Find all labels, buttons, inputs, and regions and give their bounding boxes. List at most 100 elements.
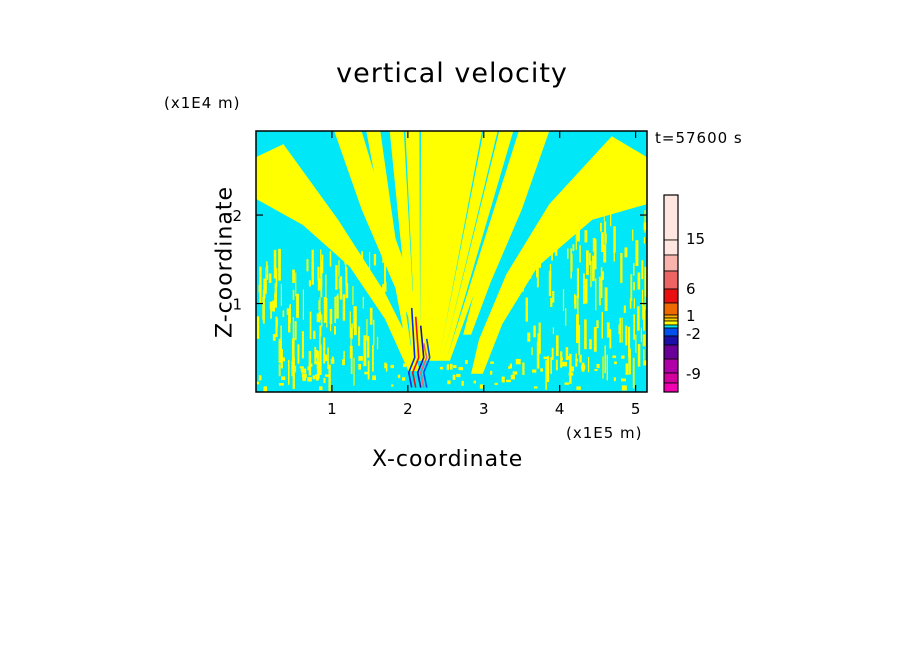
wave-band-central	[405, 131, 421, 361]
noise-streak	[317, 266, 320, 281]
surface-noise	[506, 379, 511, 383]
surface-noise	[302, 375, 307, 381]
noise-streak	[635, 240, 639, 266]
noise-streak	[637, 272, 641, 290]
wave-band-central	[434, 131, 482, 361]
noise-streak	[278, 248, 281, 281]
surface-noise	[312, 375, 316, 380]
surface-noise	[596, 364, 600, 369]
noise-streak	[351, 323, 353, 339]
surface-noise	[613, 377, 616, 382]
surface-noise	[397, 374, 401, 379]
noise-streak	[550, 357, 552, 374]
colorbar-label: 15	[686, 230, 705, 248]
colorbar-swatch	[663, 372, 679, 384]
noise-streak	[323, 297, 327, 323]
noise-streak	[628, 326, 631, 357]
surface-noise	[566, 356, 571, 360]
noise-streak	[644, 281, 646, 310]
noise-streak	[523, 247, 525, 263]
chart-title: vertical velocity	[336, 58, 568, 89]
noise-streak	[366, 269, 369, 287]
colorbar-label: -9	[686, 365, 701, 383]
wave-band-right-outer	[471, 136, 647, 374]
colorbar-swatch	[663, 302, 679, 316]
colorbar-swatch	[663, 335, 679, 346]
colorbar-swatch	[663, 194, 679, 241]
noise-streak	[637, 344, 641, 367]
noise-streak	[294, 321, 297, 340]
noise-streak	[637, 306, 640, 331]
noise-streak	[548, 270, 552, 297]
y-axis-multiplier: (x1E4 m)	[164, 94, 241, 112]
noise-streak	[556, 216, 560, 236]
x-axis-ticks: 1 2 3 4 5	[327, 131, 640, 418]
convection-plume	[422, 338, 431, 388]
noise-streak	[353, 306, 357, 336]
noise-streak	[620, 253, 623, 283]
surface-noise	[447, 380, 451, 385]
noise-streak	[596, 320, 599, 328]
noise-streak	[601, 271, 604, 280]
noise-streak	[318, 300, 321, 311]
noise-streak	[606, 354, 608, 381]
noise-streak	[288, 359, 290, 385]
noise-streak	[349, 345, 353, 359]
noise-streak	[618, 324, 621, 335]
noise-streak	[584, 319, 587, 350]
surface-noise	[330, 359, 335, 364]
noise-streak	[524, 262, 526, 283]
convection-plume	[419, 343, 428, 388]
noise-streak	[315, 349, 318, 359]
noise-streak	[625, 363, 629, 375]
surface-noise	[465, 360, 468, 364]
noise-streak	[270, 306, 272, 319]
colorbar-frame	[663, 194, 679, 393]
y-tick-label: 1	[232, 296, 242, 314]
surface-noise	[314, 361, 317, 365]
noise-streak	[343, 351, 345, 361]
noise-streak	[603, 210, 605, 222]
wave-band-central	[366, 131, 413, 361]
surface-noise	[478, 361, 481, 365]
noise-streak	[313, 330, 316, 339]
colorbar-swatch	[663, 317, 679, 322]
noise-streak	[594, 239, 597, 270]
noise-streak	[609, 329, 612, 349]
surface-noise	[263, 386, 266, 392]
colorbar-swatch	[663, 288, 679, 304]
surface-noise	[342, 359, 345, 366]
noise-streak	[329, 309, 333, 325]
noise-streak	[604, 287, 608, 311]
surface-noise	[390, 364, 394, 369]
noise-streak	[579, 354, 582, 363]
noise-streak	[592, 255, 595, 282]
noise-streak	[259, 288, 262, 304]
surface-noise	[621, 378, 626, 382]
noise-streak	[643, 237, 645, 244]
noise-streak	[275, 316, 278, 337]
noise-streak	[311, 249, 314, 277]
wave-band-central	[389, 131, 417, 361]
noise-streak	[274, 293, 277, 307]
noise-streak	[291, 360, 293, 377]
noise-streak	[291, 338, 295, 370]
x-axis-multiplier: (x1E5 m)	[566, 424, 643, 442]
surface-noise	[323, 377, 326, 384]
surface-noise	[456, 373, 461, 378]
x-axis-label: X-coordinate	[372, 447, 524, 472]
noise-streak	[571, 253, 573, 272]
contour-field	[256, 131, 647, 392]
noise-streak	[602, 356, 604, 379]
noise-streak	[278, 338, 282, 363]
noise-streak	[273, 249, 277, 279]
surface-noise	[501, 376, 505, 383]
noise-streak	[632, 229, 634, 241]
noise-streak	[555, 359, 558, 371]
x-tick-label: 2	[403, 400, 413, 418]
surface-noise	[562, 361, 568, 367]
surface-noise	[570, 366, 574, 372]
noise-streak	[633, 263, 635, 276]
surface-noise	[621, 385, 627, 391]
colorbar-swatch	[663, 314, 679, 319]
